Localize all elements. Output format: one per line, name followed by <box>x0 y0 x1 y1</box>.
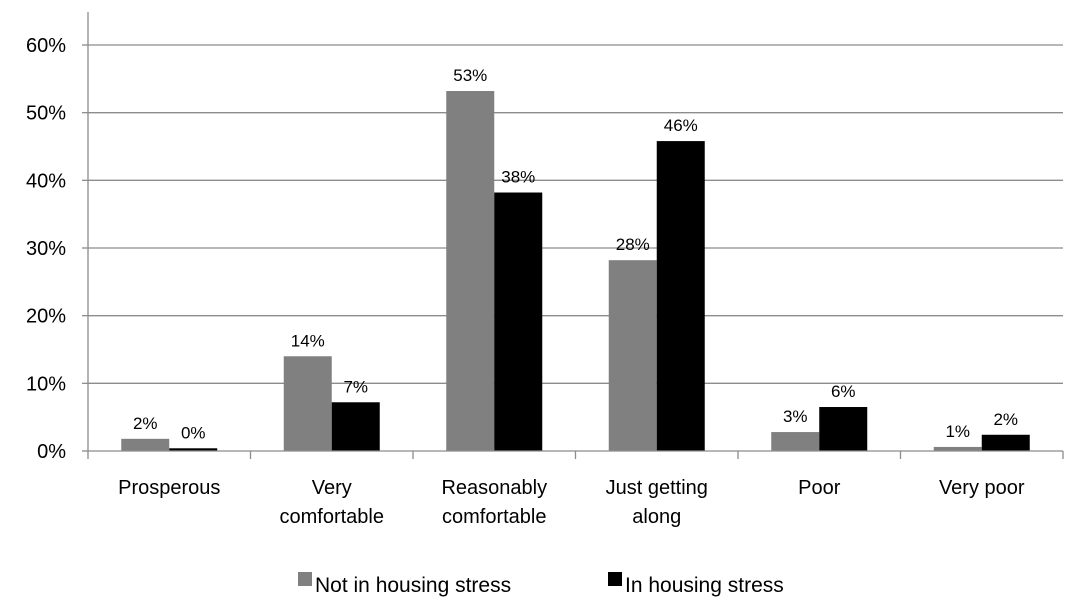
category-labels: Prosperous Very comfortable Reasonably comfo… <box>118 477 1025 528</box>
legend-swatch <box>608 572 622 586</box>
data-label: 1% <box>945 422 970 441</box>
category-label: Very <box>312 477 352 499</box>
legend-label: In housing stress <box>625 574 784 597</box>
data-label: 2% <box>133 414 158 433</box>
legend: Not in housing stress In housing stress <box>298 572 784 597</box>
bar-in-housing-stress <box>331 402 380 451</box>
category-label: along <box>632 506 681 528</box>
bar-not-in-housing-stress <box>446 91 495 451</box>
bar-not-in-housing-stress <box>771 432 820 451</box>
y-axis-tick-labels: 0% 10% 20% 30% 40% 50% 60% <box>26 35 66 463</box>
data-label: 6% <box>831 382 856 401</box>
bar-not-in-housing-stress <box>283 356 332 451</box>
data-label: 14% <box>291 331 325 350</box>
bar-in-housing-stress <box>656 141 705 451</box>
bar-in-housing-stress <box>819 407 868 451</box>
category-label: Very poor <box>939 477 1025 499</box>
category-label: Poor <box>798 477 841 499</box>
y-tick-label: 20% <box>26 306 66 328</box>
y-tick-label: 30% <box>26 238 66 260</box>
data-label: 38% <box>501 168 535 187</box>
category-label: Just getting <box>606 477 708 499</box>
bar-not-in-housing-stress <box>121 438 170 451</box>
y-tick-label: 40% <box>26 170 66 192</box>
category-label: Reasonably <box>441 477 547 499</box>
bars <box>121 91 1030 451</box>
data-labels: 2% 14% 53% 28% 3% 1% 0% 7% 38% 46% 6% 2% <box>133 66 1018 442</box>
legend-swatch <box>298 572 312 586</box>
bar-in-housing-stress <box>169 448 218 451</box>
category-label: Prosperous <box>118 477 220 499</box>
y-tick-label: 10% <box>26 373 66 395</box>
bar-in-housing-stress <box>494 192 543 451</box>
data-label: 2% <box>993 410 1018 429</box>
y-tick-label: 60% <box>26 35 66 57</box>
data-label: 53% <box>453 66 487 85</box>
legend-label: Not in housing stress <box>315 574 511 597</box>
category-label: comfortable <box>442 506 547 528</box>
data-label: 0% <box>181 423 206 442</box>
gridlines <box>88 44 1063 384</box>
data-label: 46% <box>664 116 698 135</box>
y-tick-label: 50% <box>26 103 66 125</box>
bar-not-in-housing-stress <box>608 260 657 451</box>
data-label: 7% <box>343 377 368 396</box>
axes <box>82 12 1064 459</box>
data-label: 3% <box>783 407 808 426</box>
category-label: comfortable <box>280 506 385 528</box>
bar-not-in-housing-stress <box>933 446 982 451</box>
bar-in-housing-stress <box>981 434 1030 451</box>
y-tick-label: 0% <box>37 441 66 463</box>
data-label: 28% <box>616 235 650 254</box>
